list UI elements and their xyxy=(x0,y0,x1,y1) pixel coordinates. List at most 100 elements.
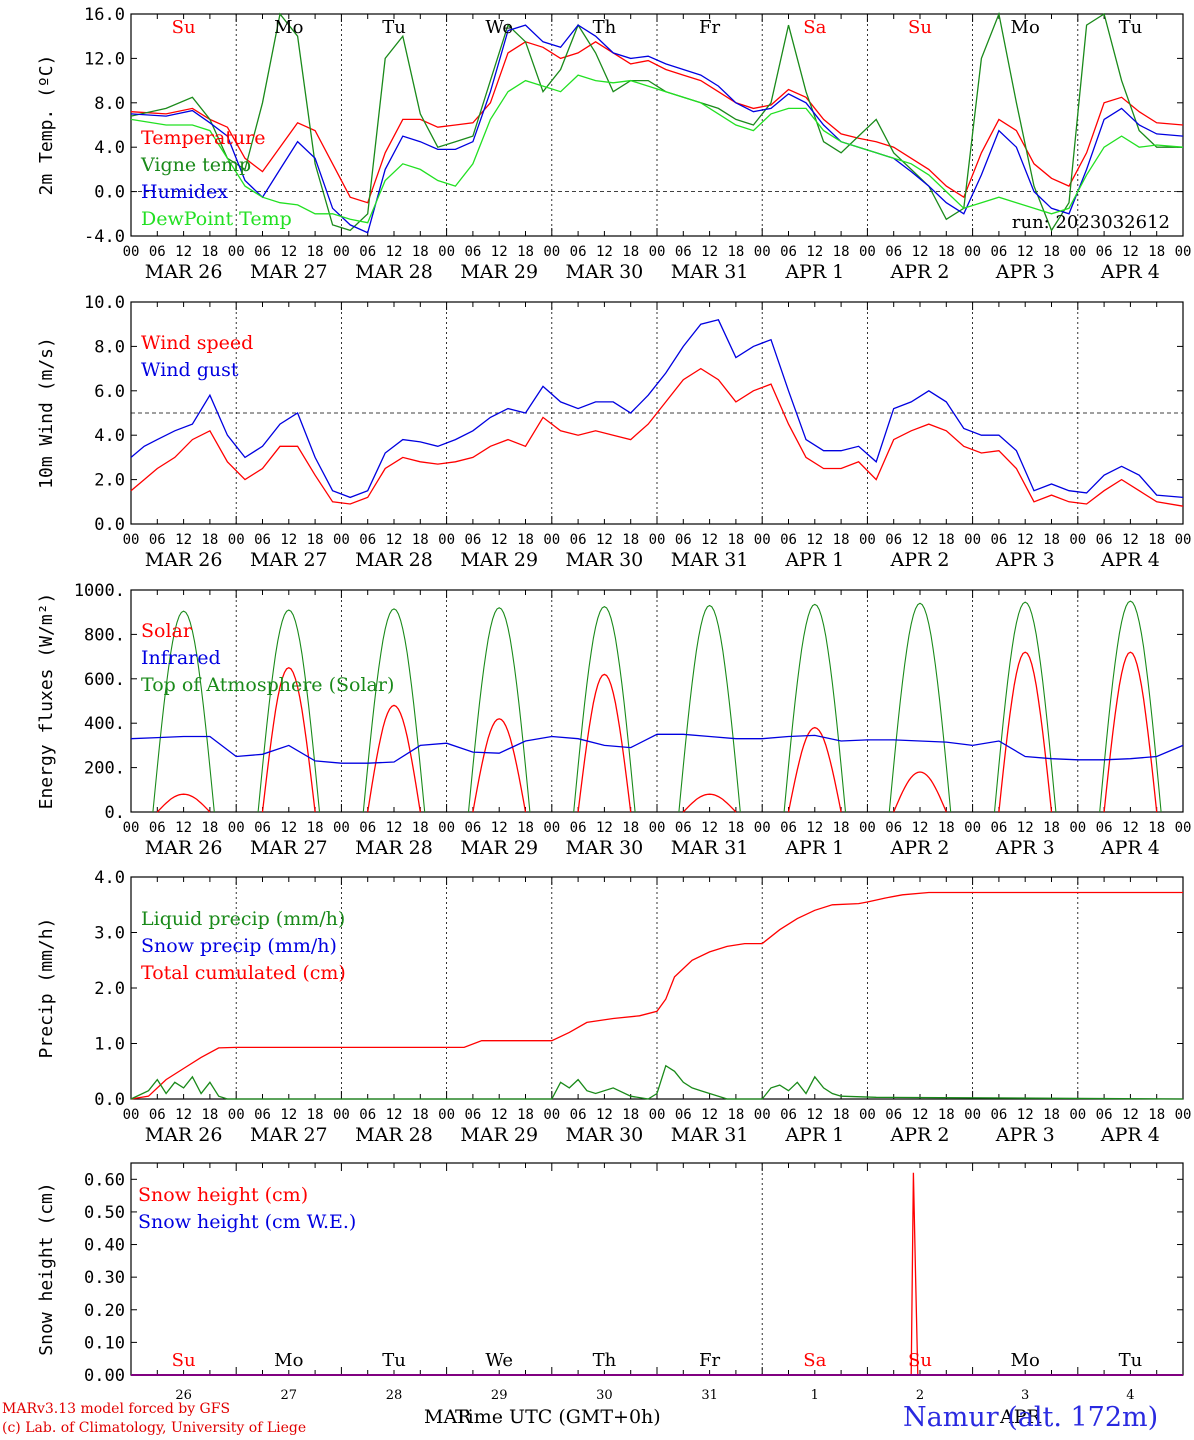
day-number: 29 xyxy=(491,1388,508,1403)
day-number: 1 xyxy=(811,1388,819,1403)
hour-tick-label: 06 xyxy=(570,1107,587,1123)
toa-solar-arc xyxy=(362,608,426,813)
hour-tick-label: 06 xyxy=(780,532,797,548)
y-tick-label: 0.20 xyxy=(84,1301,125,1321)
toa-solar-arc xyxy=(783,603,847,813)
hour-tick-label: 00 xyxy=(123,1107,140,1123)
hour-tick-label: 06 xyxy=(1096,532,1113,548)
date-label: MAR 31 xyxy=(671,837,749,859)
y-axis-label: Energy fluxes (W/m²) xyxy=(36,593,57,810)
day-name-bottom: Su xyxy=(172,1350,196,1371)
hour-tick-label: 00 xyxy=(1175,1107,1192,1123)
hour-tick-label: 06 xyxy=(570,244,587,260)
hour-tick-label: 00 xyxy=(649,1107,666,1123)
hour-tick-label: 18 xyxy=(1148,820,1165,836)
run-label: run: 2023032612 xyxy=(1012,212,1170,233)
legend-entry: Vigne temp xyxy=(140,154,251,176)
y-tick-label: 12.0 xyxy=(84,49,125,69)
hour-tick-label: 06 xyxy=(990,820,1007,836)
hour-tick-label: 18 xyxy=(938,244,955,260)
hour-tick-label: 18 xyxy=(201,244,218,260)
date-label: MAR 29 xyxy=(460,261,538,283)
date-label: MAR 27 xyxy=(250,837,328,859)
date-label: APR 4 xyxy=(1100,837,1160,859)
hour-tick-label: 06 xyxy=(359,820,376,836)
hour-tick-label: 00 xyxy=(964,532,981,548)
solar-arc xyxy=(367,704,421,813)
hour-tick-label: 06 xyxy=(570,820,587,836)
day-name-bottom: Th xyxy=(593,1350,617,1371)
hour-tick-label: 18 xyxy=(307,1107,324,1123)
day-name-bottom: Sa xyxy=(803,1350,826,1371)
hour-tick-label: 06 xyxy=(464,1107,481,1123)
hour-tick-label: 12 xyxy=(280,244,297,260)
date-label: MAR 31 xyxy=(671,261,749,283)
day-name-bottom: Tu xyxy=(382,1350,406,1371)
day-name: Sa xyxy=(803,17,826,38)
y-axis-label: 2m Temp. (ºC) xyxy=(36,55,57,196)
hour-tick-label: 18 xyxy=(833,820,850,836)
date-label: MAR 27 xyxy=(250,261,328,283)
date-label: MAR 28 xyxy=(355,837,433,859)
series-line xyxy=(130,74,1184,224)
hour-tick-label: 18 xyxy=(1043,820,1060,836)
legend-entry: Snow precip (mm/h) xyxy=(141,935,337,957)
toa-solar-arc xyxy=(467,607,531,813)
day-number: 28 xyxy=(386,1388,403,1403)
hour-tick-label: 06 xyxy=(885,532,902,548)
hour-tick-label: 12 xyxy=(491,820,508,836)
day-number: 30 xyxy=(596,1388,613,1403)
toa-solar-arc xyxy=(573,605,636,813)
day-name: Mo xyxy=(1011,17,1040,38)
hour-tick-label: 06 xyxy=(885,244,902,260)
solar-arc xyxy=(893,771,947,813)
hour-tick-label: 06 xyxy=(570,532,587,548)
hour-tick-label: 18 xyxy=(1148,1107,1165,1123)
hour-tick-label: 06 xyxy=(254,820,271,836)
hour-tick-label: 06 xyxy=(990,1107,1007,1123)
hour-tick-label: 12 xyxy=(1017,532,1034,548)
hour-tick-label: 18 xyxy=(833,1107,850,1123)
hour-tick-label: 00 xyxy=(543,1107,560,1123)
series-line xyxy=(130,11,1183,232)
toa-solar-arc xyxy=(888,602,952,813)
hour-tick-label: 00 xyxy=(438,1107,455,1123)
hour-tick-label: 18 xyxy=(201,1107,218,1123)
hour-tick-label: 18 xyxy=(412,820,429,836)
series-line xyxy=(130,1064,1184,1100)
date-label: MAR 31 xyxy=(671,549,749,571)
legend-entry: Humidex xyxy=(141,181,228,203)
hour-tick-label: 00 xyxy=(859,1107,876,1123)
footer-line2: (c) Lab. of Climatology, University of L… xyxy=(2,1420,307,1436)
legend-entry: Snow height (cm) xyxy=(138,1184,308,1206)
date-label: APR 1 xyxy=(784,1124,844,1146)
y-tick-label: 16.0 xyxy=(84,5,125,25)
hour-tick-label: 12 xyxy=(912,532,929,548)
hour-tick-label: 00 xyxy=(228,820,245,836)
hour-tick-label: 06 xyxy=(1096,820,1113,836)
hour-tick-label: 00 xyxy=(228,532,245,548)
hour-tick-label: 18 xyxy=(622,244,639,260)
hour-tick-label: 12 xyxy=(806,820,823,836)
legend-entry: Total cumulated (cm) xyxy=(141,962,346,984)
hour-tick-label: 00 xyxy=(964,820,981,836)
date-label: APR 4 xyxy=(1100,549,1160,571)
day-number: 4 xyxy=(1126,1388,1134,1403)
hour-tick-label: 06 xyxy=(254,532,271,548)
hour-tick-label: 12 xyxy=(280,820,297,836)
date-label: APR 4 xyxy=(1100,261,1160,283)
series-line xyxy=(130,891,1183,1100)
day-name: Tu xyxy=(1119,17,1143,38)
hour-tick-label: 12 xyxy=(386,244,403,260)
legend-entry: Top of Atmosphere (Solar) xyxy=(141,674,394,696)
hour-tick-label: 06 xyxy=(885,1107,902,1123)
legend-entry: Liquid precip (mm/h) xyxy=(141,908,345,930)
hour-tick-label: 00 xyxy=(438,820,455,836)
hour-tick-label: 00 xyxy=(543,820,560,836)
day-number: 2 xyxy=(916,1388,924,1403)
hour-tick-label: 18 xyxy=(1148,244,1165,260)
date-label: MAR 27 xyxy=(250,549,328,571)
hour-tick-label: 18 xyxy=(727,532,744,548)
y-tick-label: 8.0 xyxy=(94,337,125,357)
date-label: MAR 30 xyxy=(566,261,644,283)
